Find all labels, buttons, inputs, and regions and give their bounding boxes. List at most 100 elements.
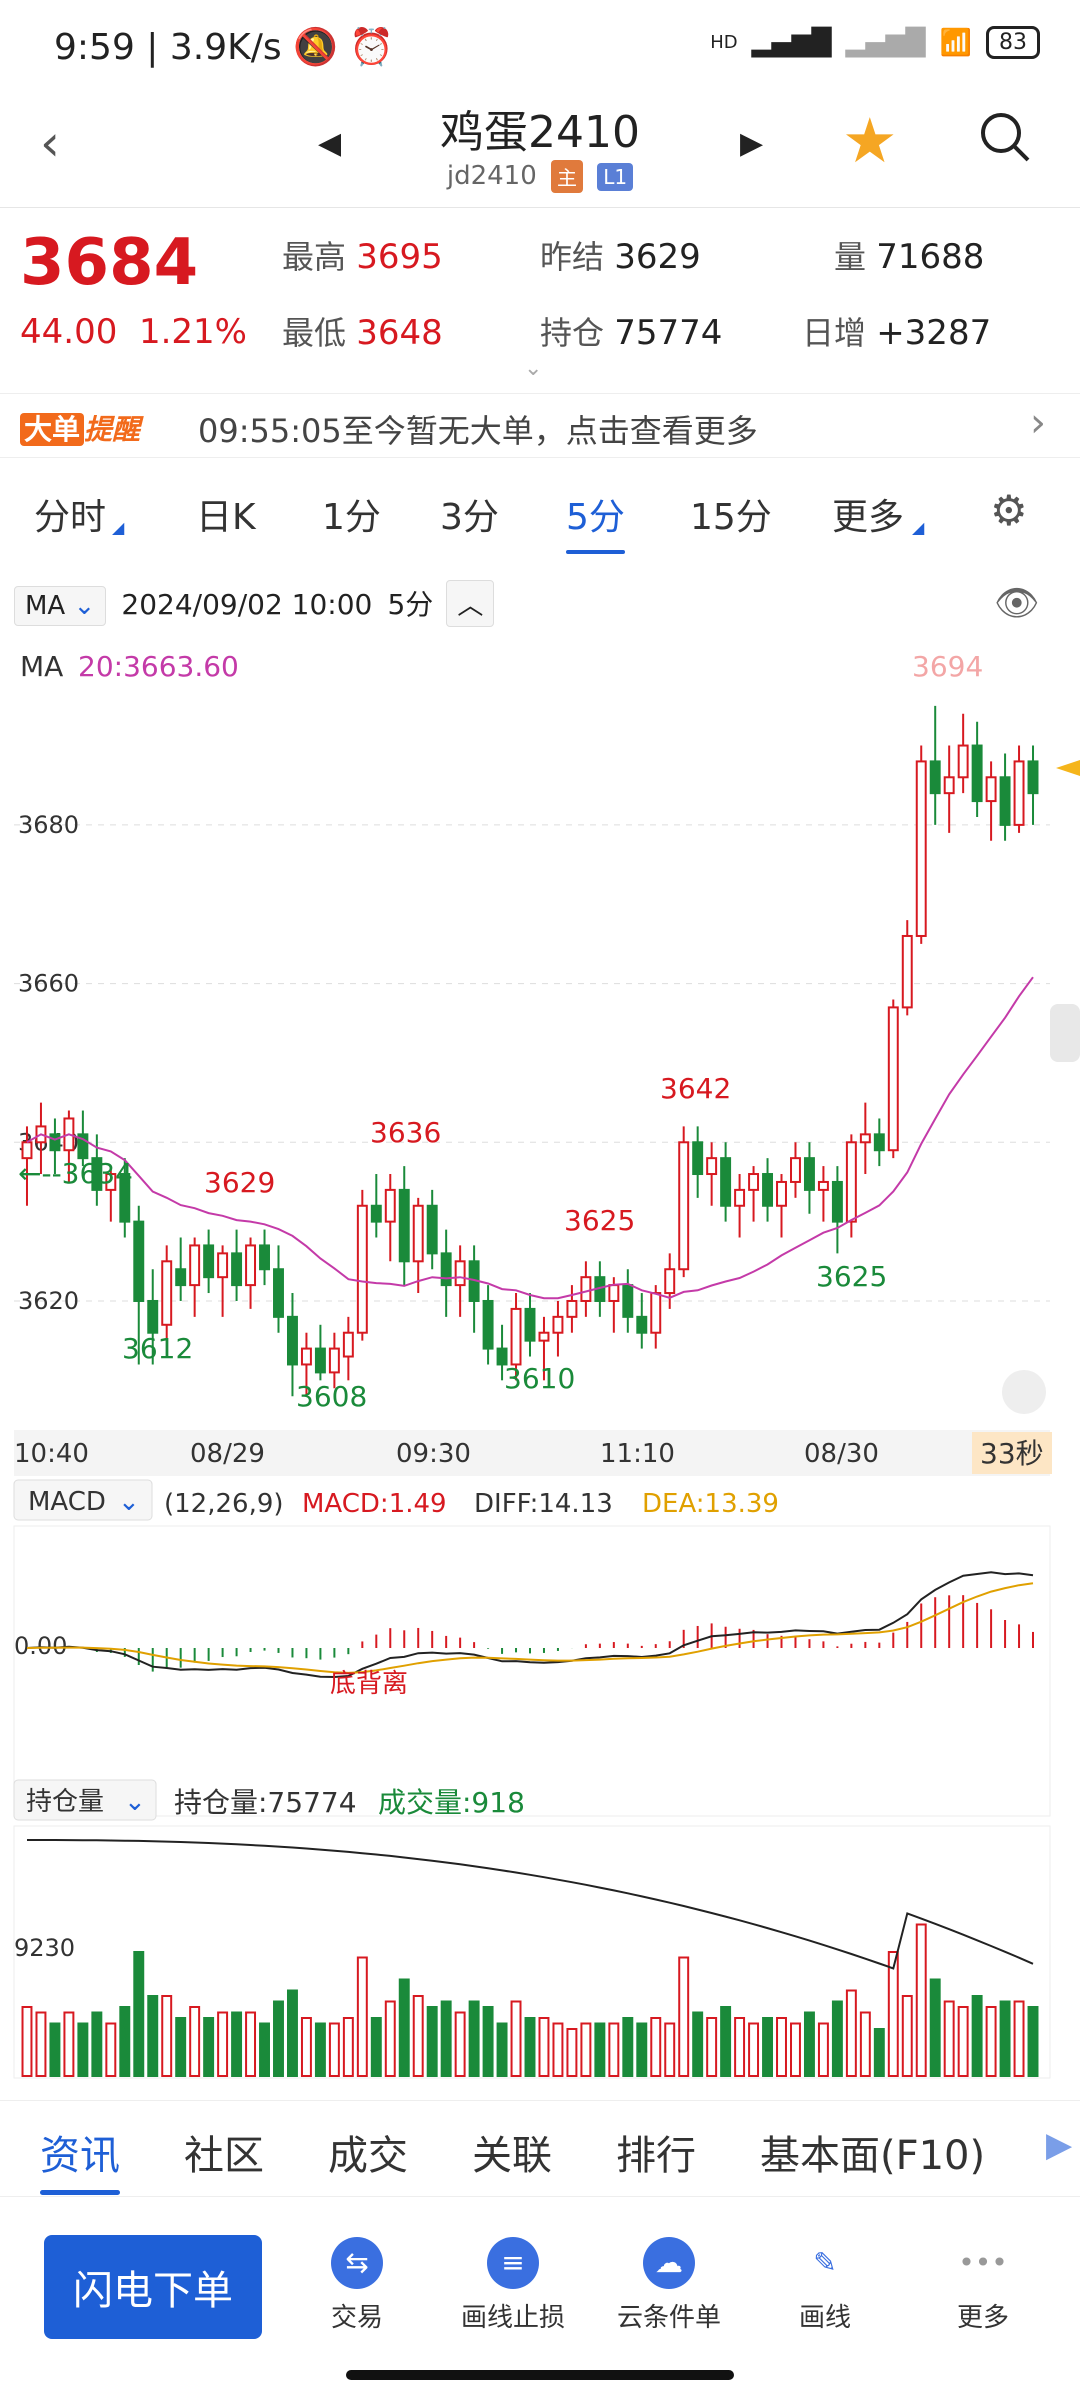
volume-bar	[566, 2028, 578, 2077]
expand-chevron-icon[interactable]: ⌄	[524, 356, 543, 381]
price-annotation: 3625	[816, 1260, 887, 1293]
candle-body	[105, 1173, 117, 1191]
open-interest-row: 持仓 75774	[540, 313, 723, 353]
price-annotation: 3608	[296, 1380, 367, 1413]
candle-body	[245, 1244, 257, 1287]
candle-body	[412, 1204, 424, 1263]
open-interest-line	[27, 1839, 1034, 1970]
contract-title: 鸡蛋2410	[440, 107, 640, 158]
side-handle[interactable]	[1050, 1004, 1080, 1062]
chart-datetime: 2024/09/02 10:00	[121, 588, 373, 621]
collapse-icon[interactable]: ︿	[446, 580, 495, 627]
back-icon[interactable]: ‹	[40, 114, 60, 172]
volume-bar	[845, 1989, 857, 2077]
oi-select[interactable]	[13, 1779, 157, 1821]
volume-bar	[63, 2011, 75, 2077]
flash-order-button[interactable]: 闪电下单	[44, 2235, 262, 2339]
volume-bar	[817, 2022, 829, 2077]
candle-body	[929, 760, 941, 795]
tab-daily-k[interactable]: 日K	[196, 497, 256, 538]
tab-more[interactable]: 更多	[832, 497, 905, 538]
volume-bar	[622, 2017, 634, 2077]
macd-select[interactable]	[13, 1479, 153, 1521]
prev-contract-icon[interactable]: ◀	[318, 126, 342, 161]
countdown: 33秒	[980, 1437, 1044, 1470]
draw-line-button[interactable]: ✎ 画线	[760, 2237, 890, 2334]
candle-body	[300, 1347, 312, 1366]
price-annotation: 3612	[122, 1332, 193, 1365]
macd-value: MACD:1.49	[302, 1489, 447, 1519]
volume-bar	[245, 2011, 257, 2077]
candle-body	[831, 1180, 843, 1223]
big-order-alert[interactable]: 大单 提醒 09:55:05至今暂无大单，点击查看更多 ›	[0, 394, 1080, 458]
volume-bar	[608, 2022, 620, 2077]
tab-ranking[interactable]: 排行	[616, 2133, 696, 2179]
volume-bar	[1027, 2006, 1039, 2077]
ma-value: 20:3663.60	[78, 650, 239, 683]
battery-icon: 83	[986, 26, 1040, 59]
info-tabs: 资讯 社区 成交 关联 排行 基本面(F10) ▶	[0, 2100, 1080, 2195]
oi-select-label: 持仓量	[26, 1787, 104, 1817]
volume-bar	[664, 2022, 676, 2077]
candle-body	[957, 744, 969, 779]
macd-params: (12,26,9)	[164, 1489, 284, 1519]
candle-body	[356, 1204, 368, 1334]
oi-header: 持仓量 ⌄ 持仓量:75774 成交量:918	[13, 1779, 525, 1821]
candle-body	[608, 1284, 620, 1302]
tab-news[interactable]: 资讯	[40, 2123, 120, 2195]
fullscreen-icon[interactable]	[1002, 1370, 1046, 1414]
volume-bar	[91, 2011, 103, 2077]
main-tag: 主	[551, 160, 584, 193]
tab-3min[interactable]: 3分	[440, 497, 499, 538]
cloud-order-button[interactable]: ☁ 云条件单	[604, 2237, 734, 2334]
volume-bar	[161, 1995, 173, 2077]
candle-body	[510, 1307, 522, 1366]
ma-select[interactable]: MA ⌄	[14, 586, 107, 626]
volume-bar	[524, 2017, 536, 2077]
diff-value: DIFF:14.13	[474, 1489, 613, 1519]
tab-related[interactable]: 关联	[472, 2133, 552, 2179]
volume-bar	[328, 2022, 340, 2077]
candle-body	[259, 1244, 270, 1271]
tab-trades[interactable]: 成交	[328, 2133, 408, 2179]
volume-bar	[231, 2011, 243, 2077]
status-time: 9:59 | 3.9K/s 🔕 ⏰	[54, 27, 395, 68]
signal-icon-2: ▂▄▆█	[845, 27, 926, 58]
tab-15min[interactable]: 15分	[690, 497, 772, 538]
period-tabs: 分时 ◢ 日K 1分 3分 5分 15分 更多 ◢ ⚙	[0, 466, 1080, 556]
volume-bar	[859, 2011, 871, 2077]
tab-1min[interactable]: 1分	[322, 497, 381, 538]
candle-body	[370, 1204, 382, 1223]
volume-bar	[999, 2000, 1011, 2077]
volume-bar	[776, 2017, 787, 2077]
dropdown-corner-icon: ◢	[912, 518, 925, 537]
x-tick-label: 08/29	[190, 1439, 265, 1469]
gear-icon[interactable]: ⚙	[990, 486, 1028, 535]
tab-5min[interactable]: 5分	[566, 488, 625, 554]
volume-bar	[748, 2022, 760, 2077]
search-icon[interactable]	[978, 110, 1032, 164]
volume-bar	[720, 2006, 732, 2077]
volume-bar	[426, 2006, 438, 2077]
candle-body	[77, 1133, 89, 1160]
tab-fundamentals[interactable]: 基本面(F10)	[760, 2133, 986, 2179]
candle-body	[161, 1260, 173, 1326]
volume-bar	[496, 2022, 508, 2077]
volume-bar	[957, 2006, 969, 2077]
volume-row: 量 71688	[834, 237, 985, 277]
chart-period: 5分	[387, 588, 434, 621]
tab-time-sharing[interactable]: 分时	[34, 497, 107, 538]
trade-button[interactable]: ⇆ 交易	[292, 2237, 422, 2334]
candle-body	[342, 1331, 354, 1358]
favorite-star-icon[interactable]: ★	[842, 104, 898, 177]
scroll-right-icon[interactable]: ▶	[1046, 2125, 1073, 2165]
tab-community[interactable]: 社区	[184, 2133, 264, 2179]
more-button[interactable]: ••• 更多	[918, 2237, 1048, 2334]
prev-settle-row: 昨结 3629	[540, 237, 701, 277]
line-stop-loss-button[interactable]: ≡ 画线止损	[448, 2237, 578, 2334]
price-annotation: 3629	[204, 1166, 275, 1199]
volume-bar	[510, 2000, 522, 2077]
eye-icon[interactable]: 👁	[994, 583, 1040, 624]
next-contract-icon[interactable]: ▶	[740, 126, 764, 161]
